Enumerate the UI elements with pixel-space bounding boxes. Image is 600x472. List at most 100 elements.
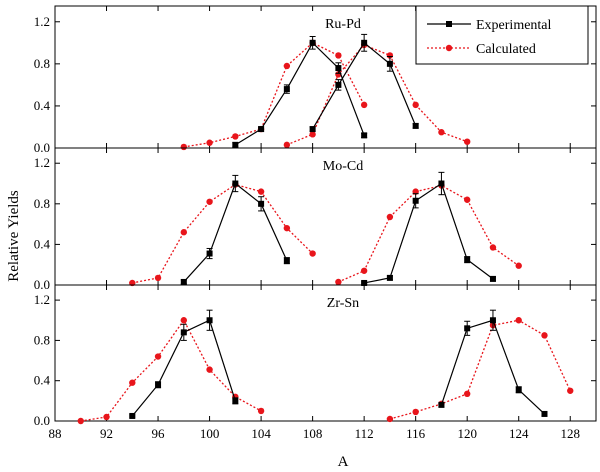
calculated-point <box>386 213 394 221</box>
experimental-point <box>206 317 213 324</box>
calculated-point <box>206 198 213 205</box>
experimental-point <box>386 274 393 281</box>
calculated-point <box>257 407 265 415</box>
calculated-point <box>386 52 394 59</box>
experimental-series-line <box>183 182 288 283</box>
experimental-point <box>464 256 471 263</box>
calculated-point <box>283 224 291 232</box>
experimental-point <box>335 65 342 72</box>
experimental-point <box>464 325 471 332</box>
experimental-point <box>386 60 393 67</box>
x-tick-label: 112 <box>355 426 374 441</box>
x-tick-label: 104 <box>251 426 271 441</box>
calculated-series-line <box>132 183 314 284</box>
experimental-point <box>232 180 239 187</box>
panels-layer: 0.0 0.4 0.8 1.2 Ru-Pd 0.0 0.4 0.8 1.2 Mo-Cd 0.0 0.4… <box>34 5 597 441</box>
calculated-point <box>489 244 497 251</box>
panel-frame <box>54 284 597 422</box>
calculated-point <box>412 101 419 109</box>
experimental-point <box>361 39 368 46</box>
calculated-series-line <box>80 319 262 422</box>
experimental-point <box>283 86 290 93</box>
experimental-point <box>412 197 419 204</box>
x-tick-label: 96 <box>152 426 166 441</box>
experimental-point <box>489 275 496 282</box>
calculated-point <box>515 317 522 324</box>
calculated-point <box>257 188 265 195</box>
y-tick-label: 0.4 <box>34 373 51 388</box>
calculated-point <box>463 138 471 145</box>
y-tick-label: 1.2 <box>34 14 50 29</box>
experimental-point <box>180 329 187 336</box>
calculated-point <box>232 133 239 140</box>
x-tick-label: 88 <box>49 426 62 441</box>
experimental-point <box>515 386 522 393</box>
experimental-point <box>232 397 239 404</box>
calculated-point <box>412 408 419 416</box>
y-tick-label: 0.8 <box>34 196 50 211</box>
x-tick-label: 100 <box>200 426 220 441</box>
experimental-point <box>438 401 445 408</box>
experimental-point <box>309 39 316 46</box>
panel-title: Ru-Pd <box>325 17 361 32</box>
experimental-point <box>180 278 187 285</box>
experimental-series-line <box>364 182 494 284</box>
panel-title: Zr-Sn <box>327 296 359 311</box>
y-tick-label: 0.0 <box>34 413 50 428</box>
x-tick-label: 116 <box>406 426 426 441</box>
calculated-point <box>103 413 110 421</box>
calculated-point <box>283 62 291 70</box>
calculated-point <box>154 353 162 360</box>
calculated-point <box>206 366 213 373</box>
experimental-point <box>438 180 445 187</box>
legend-box <box>415 5 589 65</box>
calculated-point <box>309 131 316 138</box>
x-tick-label: 128 <box>560 426 580 441</box>
calculated-point <box>567 387 574 394</box>
calculated-series-line <box>338 184 520 283</box>
y-axis-title: Relative Yields <box>6 190 22 282</box>
y-tick-label: 0.4 <box>34 98 51 113</box>
experimental-point <box>258 126 265 133</box>
experimental-point <box>232 141 239 148</box>
calculated-point <box>77 417 84 425</box>
y-tick-label: 0.0 <box>34 140 50 155</box>
calculated-point <box>206 139 213 146</box>
calculated-point <box>180 143 188 151</box>
panel-zr-sn: 0.0 0.4 0.8 1.2 88 92 96 100 104 108 112 116 120 124 1… <box>34 284 597 441</box>
experimental-point <box>489 317 496 324</box>
panel-mo-cd: 0.0 0.4 0.8 1.2 Mo-Cd <box>34 147 597 292</box>
calculated-point <box>463 196 471 203</box>
experimental-series-line <box>440 319 545 415</box>
x-axis-title: A <box>338 454 349 470</box>
experimental-series-line <box>312 41 417 130</box>
calculated-point <box>283 141 291 149</box>
legend-calculated-label: Calculated <box>476 42 536 57</box>
calculated-point <box>180 317 188 324</box>
calculated-point <box>154 274 162 282</box>
y-tick-label: 0.0 <box>34 277 50 292</box>
y-tick-label: 0.4 <box>34 236 51 251</box>
experimental-point <box>361 132 368 139</box>
experimental-series-line <box>235 41 365 146</box>
calculated-point <box>180 229 188 236</box>
calculated-point <box>129 379 136 386</box>
experimental-point <box>258 200 265 207</box>
x-tick-label: 92 <box>100 426 113 441</box>
calculated-series-line <box>389 319 571 420</box>
experimental-point <box>309 126 316 133</box>
experimental-point <box>283 257 290 264</box>
calculated-point <box>360 101 368 109</box>
experimental-point <box>206 250 213 257</box>
experimental-point <box>541 410 548 417</box>
calculated-point <box>335 278 342 286</box>
legend-calculated-marker <box>445 44 453 52</box>
legend-experimental-marker <box>446 21 452 27</box>
x-tick-label: 120 <box>457 426 477 441</box>
calculated-point <box>438 129 445 136</box>
legend: Experimental Calculated <box>415 5 589 65</box>
y-tick-label: 1.2 <box>34 292 50 307</box>
y-tick-label: 0.8 <box>34 332 50 347</box>
calculated-series-line <box>183 42 365 148</box>
